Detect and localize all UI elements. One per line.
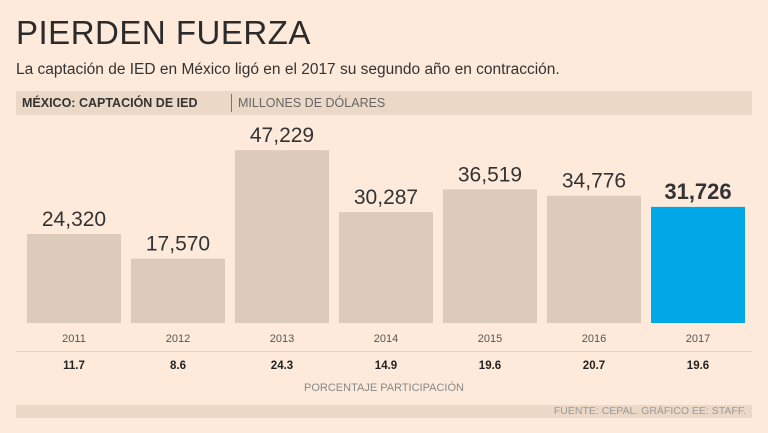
value-label: 17,570 (146, 233, 210, 256)
bar-2016 (547, 195, 641, 323)
value-label: 24,320 (42, 208, 106, 231)
year-tick-label: 2011 (62, 333, 86, 345)
bar-2011 (27, 233, 121, 323)
year-tick-label: 2016 (582, 333, 606, 345)
percent-value: 11.7 (63, 360, 85, 372)
chart-header-band: MÉXICO: CAPTACIÓN DE IED MILLONES DE DÓL… (16, 91, 752, 115)
bar-2013 (235, 150, 329, 323)
bar-2012 (131, 258, 225, 323)
percent-value: 19.6 (687, 360, 709, 372)
bar-2017 (651, 206, 745, 323)
value-label: 30,287 (354, 186, 418, 209)
source-band: FUENTE: CEPAL. GRÁFICO EE: STAFF. (16, 405, 752, 418)
value-label: 47,229 (250, 124, 314, 147)
bar-2014 (339, 212, 433, 323)
divider (231, 94, 232, 112)
divider (16, 351, 752, 352)
chart-subtitle: La captación de IED en México ligó en el… (16, 61, 560, 78)
chart-title: PIERDEN FUERZA (16, 14, 311, 51)
value-label: 31,726 (664, 179, 731, 204)
value-label: 36,519 (458, 163, 522, 186)
bar-2015 (443, 189, 537, 323)
year-tick-label: 2013 (270, 333, 294, 345)
percent-value: 14.9 (375, 360, 397, 372)
percent-value: 19.6 (479, 360, 501, 372)
value-label: 34,776 (562, 170, 626, 193)
percent-value: 8.6 (170, 360, 186, 372)
year-tick-label: 2017 (686, 333, 710, 345)
year-tick-label: 2014 (374, 333, 398, 345)
source-note: FUENTE: CEPAL. GRÁFICO EE: STAFF. (553, 405, 746, 417)
percent-caption: PORCENTAJE PARTICIPACIÓN (304, 382, 464, 394)
percent-value: 24.3 (271, 360, 293, 372)
series-label: MÉXICO: CAPTACIÓN DE IED (22, 96, 198, 110)
year-tick-label: 2015 (478, 333, 502, 345)
year-tick-label: 2012 (166, 333, 190, 345)
percent-value: 20.7 (583, 360, 605, 372)
unit-label: MILLONES DE DÓLARES (238, 96, 386, 110)
